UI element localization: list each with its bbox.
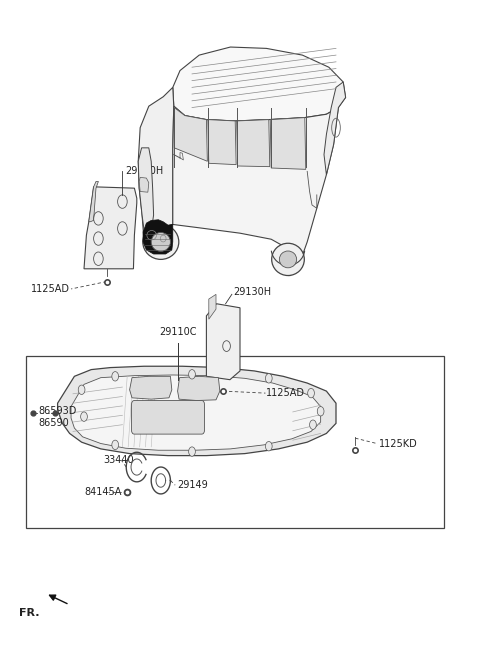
Polygon shape [270, 118, 306, 169]
Ellipse shape [143, 224, 179, 259]
Text: 1125AD: 1125AD [31, 284, 70, 294]
Circle shape [265, 442, 272, 451]
Ellipse shape [151, 233, 170, 251]
Text: 29110C: 29110C [159, 327, 196, 337]
Polygon shape [89, 181, 98, 222]
Polygon shape [206, 304, 240, 380]
Text: FR.: FR. [19, 608, 40, 618]
Text: 86593D: 86593D [38, 407, 77, 416]
Circle shape [112, 372, 119, 381]
Polygon shape [138, 148, 154, 231]
Polygon shape [71, 375, 321, 450]
Polygon shape [174, 108, 207, 161]
Circle shape [189, 447, 195, 456]
Circle shape [308, 388, 314, 398]
Polygon shape [209, 294, 216, 319]
Polygon shape [173, 47, 346, 121]
Circle shape [78, 385, 85, 394]
Polygon shape [324, 82, 346, 175]
Bar [26, 356, 444, 528]
Circle shape [265, 374, 272, 383]
Ellipse shape [272, 243, 304, 276]
Circle shape [310, 420, 316, 429]
Text: 33440: 33440 [103, 456, 134, 465]
Polygon shape [130, 376, 172, 399]
Text: 1125AD: 1125AD [266, 388, 305, 398]
Polygon shape [143, 220, 173, 254]
Circle shape [81, 412, 87, 421]
Text: 29120H: 29120H [125, 167, 163, 176]
Ellipse shape [279, 251, 297, 267]
Polygon shape [178, 376, 220, 401]
Text: 1125KD: 1125KD [379, 439, 418, 448]
Circle shape [112, 440, 119, 450]
Polygon shape [139, 177, 149, 192]
Polygon shape [208, 120, 236, 165]
Text: 29130H: 29130H [233, 288, 271, 297]
Polygon shape [138, 87, 174, 241]
Text: 86590: 86590 [38, 419, 69, 428]
Circle shape [189, 370, 195, 379]
Polygon shape [237, 120, 270, 167]
FancyBboxPatch shape [132, 401, 204, 434]
Circle shape [317, 407, 324, 416]
Text: 84145A: 84145A [84, 487, 121, 497]
Polygon shape [173, 106, 338, 276]
Polygon shape [58, 366, 336, 456]
Polygon shape [84, 187, 137, 269]
Text: 29149: 29149 [178, 480, 208, 490]
